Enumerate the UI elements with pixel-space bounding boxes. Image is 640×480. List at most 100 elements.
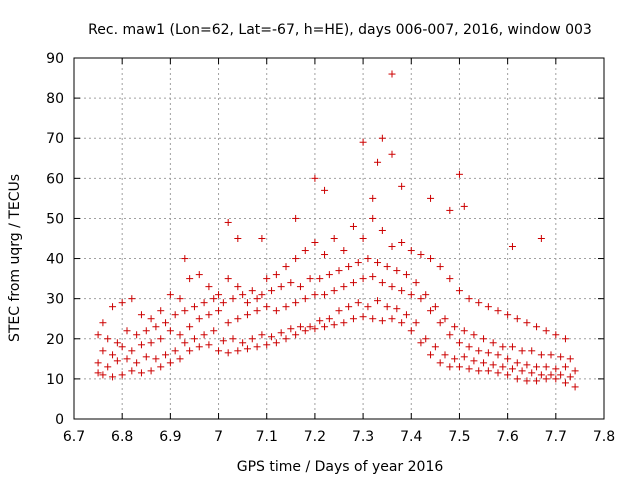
data-point xyxy=(234,283,242,291)
data-point xyxy=(166,291,174,299)
data-point xyxy=(388,150,396,158)
data-point xyxy=(253,343,261,351)
data-point xyxy=(455,339,463,347)
data-point xyxy=(561,363,569,371)
data-point xyxy=(417,295,425,303)
data-point xyxy=(258,235,266,242)
x-tick-label: 7.8 xyxy=(593,429,615,445)
data-point xyxy=(369,273,377,281)
data-point xyxy=(470,357,478,365)
data-point xyxy=(128,347,136,355)
data-point xyxy=(528,369,536,377)
data-point xyxy=(427,194,435,202)
data-point xyxy=(186,347,194,355)
data-point xyxy=(359,313,367,321)
data-point xyxy=(282,335,290,343)
data-point xyxy=(190,303,198,311)
data-point xyxy=(455,363,463,371)
data-point xyxy=(219,299,227,307)
data-point xyxy=(354,259,362,267)
data-point xyxy=(407,247,415,255)
data-point xyxy=(243,345,251,353)
data-point xyxy=(345,263,353,271)
data-point xyxy=(465,343,473,351)
data-point xyxy=(422,335,430,343)
data-point xyxy=(340,247,348,255)
y-tick-label: 30 xyxy=(46,292,64,308)
data-point xyxy=(398,239,406,247)
data-point xyxy=(258,291,266,299)
data-point xyxy=(364,303,372,311)
data-point xyxy=(171,311,179,319)
y-tick-label: 40 xyxy=(46,252,64,268)
data-point xyxy=(147,315,155,323)
data-point xyxy=(508,365,516,373)
data-point xyxy=(311,325,319,333)
data-point xyxy=(287,325,295,333)
data-point xyxy=(427,255,435,263)
data-point xyxy=(157,335,165,343)
data-point xyxy=(484,303,492,311)
data-point xyxy=(470,331,478,339)
data-point xyxy=(224,218,232,226)
data-point xyxy=(398,182,406,190)
data-point xyxy=(272,271,280,279)
data-point xyxy=(157,307,165,315)
data-point xyxy=(417,339,425,347)
data-point xyxy=(499,343,507,351)
data-point xyxy=(422,291,430,299)
data-point xyxy=(349,279,357,287)
data-point xyxy=(537,351,545,359)
data-point xyxy=(374,158,382,166)
data-point xyxy=(345,303,353,311)
data-point xyxy=(513,359,521,367)
y-tick-label: 90 xyxy=(46,51,64,67)
data-point xyxy=(94,369,102,377)
data-point xyxy=(475,347,483,355)
data-point xyxy=(369,315,377,323)
data-point xyxy=(142,327,150,335)
data-point xyxy=(480,359,488,367)
data-point xyxy=(455,170,463,178)
data-point xyxy=(455,287,463,295)
data-point xyxy=(374,259,382,267)
data-point xyxy=(542,375,550,383)
data-point xyxy=(321,186,329,194)
y-tick-label: 60 xyxy=(46,171,64,187)
x-tick-label: 7.3 xyxy=(352,429,374,445)
x-tick-label: 6.8 xyxy=(111,429,133,445)
data-point xyxy=(504,355,512,363)
data-point xyxy=(234,235,242,242)
data-point xyxy=(137,311,145,319)
data-point xyxy=(94,331,102,339)
data-point xyxy=(537,371,545,379)
data-point xyxy=(369,194,377,202)
data-point xyxy=(402,311,410,319)
data-point xyxy=(451,355,459,363)
y-tick-label: 70 xyxy=(46,131,64,147)
data-point xyxy=(128,295,136,303)
data-point xyxy=(460,327,468,335)
data-point xyxy=(94,359,102,367)
data-point xyxy=(287,279,295,287)
data-point xyxy=(557,353,565,361)
data-point xyxy=(268,333,276,341)
data-point xyxy=(113,357,121,365)
data-point xyxy=(537,235,545,242)
data-point xyxy=(335,267,343,275)
data-point xyxy=(234,315,242,323)
x-tick-label: 7.4 xyxy=(400,429,422,445)
data-point xyxy=(128,367,136,375)
data-point xyxy=(137,369,145,377)
data-point xyxy=(99,347,107,355)
data-point xyxy=(484,349,492,357)
data-point xyxy=(200,331,208,339)
data-point xyxy=(99,319,107,327)
data-point xyxy=(475,367,483,375)
data-point xyxy=(547,371,555,379)
data-point xyxy=(176,355,184,363)
data-point xyxy=(253,307,261,315)
data-point xyxy=(277,283,285,291)
data-point xyxy=(518,347,526,355)
